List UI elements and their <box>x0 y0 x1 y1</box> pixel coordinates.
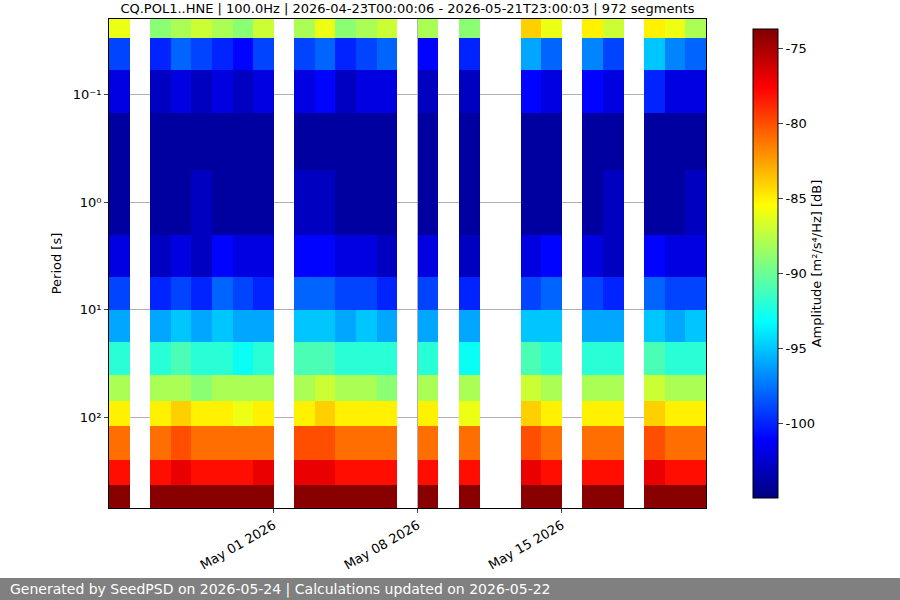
svg-text:May 08 2026: May 08 2026 <box>342 517 423 572</box>
svg-text:May 15 2026: May 15 2026 <box>486 517 567 572</box>
svg-text:-100: -100 <box>786 416 816 431</box>
svg-text:Generated by SeedPSD on 2026-0: Generated by SeedPSD on 2026-05-24 | Cal… <box>10 581 551 598</box>
svg-text:May 01 2026: May 01 2026 <box>198 517 279 572</box>
svg-text:10²: 10² <box>80 410 102 425</box>
svg-text:-90: -90 <box>786 266 807 281</box>
svg-text:10⁻¹: 10⁻¹ <box>73 87 102 102</box>
svg-text:CQ.POL1..HNE | 100.0Hz | 2026-: CQ.POL1..HNE | 100.0Hz | 2026-04-23T00:0… <box>120 1 694 16</box>
svg-text:10⁰: 10⁰ <box>80 195 102 210</box>
svg-text:Period [s]: Period [s] <box>49 233 64 295</box>
svg-text:-75: -75 <box>786 41 807 56</box>
svg-text:Amplitude [m²/s⁴/Hz] [dB]: Amplitude [m²/s⁴/Hz] [dB] <box>809 180 824 348</box>
svg-text:10¹: 10¹ <box>80 302 102 317</box>
svg-text:-95: -95 <box>786 341 807 356</box>
svg-text:-85: -85 <box>786 191 807 206</box>
svg-text:-80: -80 <box>786 116 807 131</box>
